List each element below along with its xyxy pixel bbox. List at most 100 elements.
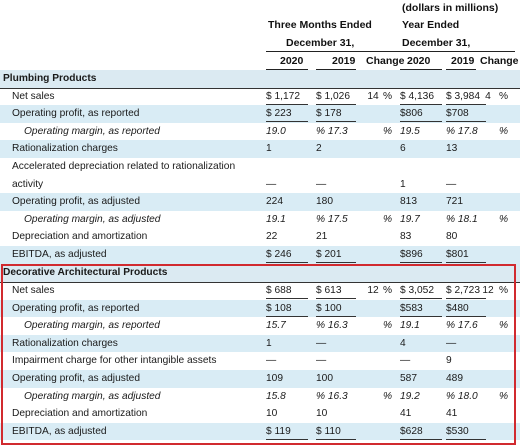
col-2020: 2020 <box>280 55 304 67</box>
row-label: Operating margin, as adjusted <box>24 213 161 225</box>
q-change-pct: % <box>383 390 393 402</box>
y-change-pct: % <box>499 320 509 332</box>
y-2019-value: 489 <box>446 373 463 384</box>
y-2020-value: $806 <box>400 105 442 123</box>
table-row: Operating profit, as reported $ 223 $ 178 $… <box>0 105 520 123</box>
y-2020-value: 83 <box>400 231 412 243</box>
q-2020-value: 19.1 <box>266 213 286 225</box>
q-2019-value: — <box>316 178 327 190</box>
q-change-pct: % <box>383 213 393 225</box>
col-year-2019: 2019 <box>451 55 475 67</box>
row-label: Operating profit, as reported <box>12 302 140 314</box>
y-2020-value: 19.1 <box>400 320 420 332</box>
y-2019-value: 80 <box>446 231 458 243</box>
y-change-pct: % <box>499 213 509 225</box>
q-change-pct: % <box>383 320 393 332</box>
col-2019: 2019 <box>332 55 356 67</box>
table-row: Depreciation and amortization 10 10 41 41 <box>0 405 520 423</box>
y-2020-value: 587 <box>400 373 417 384</box>
y-change-value: 4 <box>485 90 491 102</box>
y-change-pct: % <box>499 125 509 137</box>
table-row: Operating margin, as reported 15.7 % 16.3%… <box>0 317 520 335</box>
q-change-pct: % <box>383 125 393 137</box>
table-row: EBITDA, as adjusted $ 119 $ 110 $628 $530 <box>0 422 520 441</box>
q-2019-value: % 16.3 <box>316 390 348 402</box>
q-2020-value: 224 <box>266 196 283 208</box>
y-2019-value: % 18.0 <box>446 390 478 402</box>
y-2020-value: 19.2 <box>400 390 420 402</box>
y-2019-value: $480 <box>446 300 486 317</box>
q-2019-value: 2 <box>316 143 322 155</box>
q-2020-value: 10 <box>266 408 278 420</box>
y-2019-value: 41 <box>446 408 458 420</box>
row-label: Operating profit, as adjusted <box>12 373 140 384</box>
table-row: Operating profit, as adjusted 224 180 813 72… <box>0 193 520 211</box>
q-2019-value: % 16.3 <box>316 320 348 332</box>
row-label: Operating margin, as reported <box>24 320 160 332</box>
q-2019-value: — <box>316 337 327 349</box>
y-2020-value: $896 <box>400 246 442 263</box>
q-2020-value: 15.8 <box>266 390 286 402</box>
q-2020-value: 22 <box>266 231 278 243</box>
year-ended-rule <box>400 51 515 52</box>
table-row: Net sales $ 688 $ 613 12% $ 3,052 $ 2,723 12% <box>0 282 520 300</box>
table-row: Operating margin, as adjusted 15.8 % 16.3%… <box>0 388 520 406</box>
y-2019-value: 9 <box>446 355 452 367</box>
table-row: Depreciation and amortization 22 21 83 80 <box>0 228 520 246</box>
q-2020-value: $ 119 <box>266 423 308 440</box>
row-label: Operating profit, as adjusted <box>12 196 140 208</box>
row-label: Rationalization charges <box>12 143 118 155</box>
col-year-2020: 2020 <box>407 55 431 67</box>
q-2020-value: — <box>266 355 277 367</box>
row-label: Depreciation and amortization <box>12 231 148 243</box>
table-row: Rationalization charges 1 — 4 — <box>0 334 520 353</box>
y-2019-value: 13 <box>446 143 458 155</box>
col-header-rule-y2019 <box>446 69 476 70</box>
y-2019-value: — <box>446 337 457 349</box>
q-2019-value: 180 <box>316 196 333 208</box>
q-2020-value: $ 223 <box>266 105 308 123</box>
section-title: Decorative Architectural Products <box>3 267 168 278</box>
y-2019-value: $530 <box>446 423 486 440</box>
q-2020-value: 19.0 <box>266 125 286 137</box>
row-label: activity <box>12 178 44 190</box>
y-2020-value: $ 3,052 <box>400 282 442 299</box>
row-label: Operating margin, as adjusted <box>24 390 161 402</box>
q-2020-value: $ 108 <box>266 300 308 317</box>
q-2019-value: $ 178 <box>316 105 356 123</box>
q-2019-value: 21 <box>316 231 328 243</box>
three-months-header: Three Months Ended <box>268 19 372 31</box>
q-2020-value: $ 688 <box>266 282 308 299</box>
y-2019-value: $708 <box>446 105 486 123</box>
y-2019-value: — <box>446 178 457 190</box>
q-2020-value: 15.7 <box>266 320 286 332</box>
q-2020-value: 1 <box>266 337 272 349</box>
row-label: Depreciation and amortization <box>12 408 148 420</box>
y-2019-value: % 17.6 <box>446 320 478 332</box>
table-row: Operating margin, as adjusted 19.1 % 17.5%… <box>0 211 520 229</box>
y-2020-value: 813 <box>400 196 417 208</box>
col-header-rule-q2019 <box>316 69 356 70</box>
table-row: Impairment charge for other intangible a… <box>0 352 520 370</box>
q-change-pct: % <box>383 285 393 296</box>
y-change-pct: % <box>499 90 509 102</box>
section-title: Plumbing Products <box>3 73 97 84</box>
q-2020-value: $ 246 <box>266 246 308 263</box>
three-months-date: December 31, <box>286 37 355 49</box>
y-2019-value: % 18.1 <box>446 213 478 225</box>
row-label: Operating margin, as reported <box>24 125 160 137</box>
col-year-change: Change <box>480 55 519 67</box>
y-2020-value: 1 <box>400 178 406 190</box>
y-2019-value: 721 <box>446 196 463 208</box>
y-2020-value: 6 <box>400 143 406 155</box>
q-2020-value: — <box>266 178 277 190</box>
q-2019-value: $ 100 <box>316 300 356 317</box>
q-change-value: 12 <box>367 285 379 296</box>
y-change-value: 12 <box>482 285 494 296</box>
q-2019-value: 10 <box>316 408 328 420</box>
q-2019-value: % 17.3 <box>316 125 348 137</box>
y-2020-value: 41 <box>400 408 412 420</box>
section-header: Decorative Architectural Products <box>0 264 520 283</box>
row-label: Operating profit, as reported <box>12 108 140 120</box>
q-2020-value: 109 <box>266 373 283 384</box>
